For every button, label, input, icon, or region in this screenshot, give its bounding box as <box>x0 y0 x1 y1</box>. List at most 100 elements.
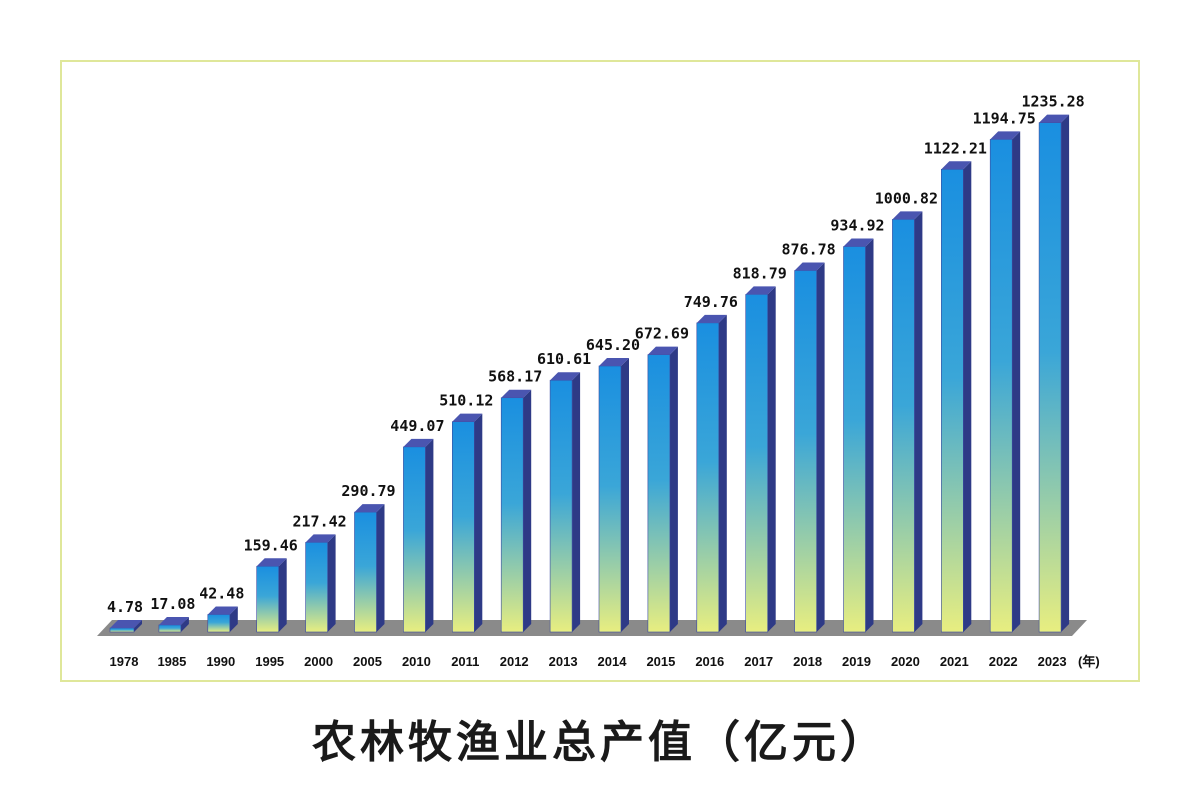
bar-side-2014 <box>621 357 629 632</box>
bar-side-2021 <box>963 161 972 632</box>
x-tick-label-2021: 2021 <box>940 654 969 669</box>
x-tick-label-1995: 1995 <box>255 654 284 669</box>
bar-2000 <box>305 542 328 633</box>
bar-side-2000 <box>327 534 336 632</box>
bar-value-label-2019: 934.92 <box>830 217 884 235</box>
bar-value-label-2021: 1122.21 <box>924 139 987 157</box>
bar-value-label-2010: 449.07 <box>390 417 444 435</box>
bar-2021 <box>940 169 964 633</box>
x-tick-label-2014: 2014 <box>598 654 628 669</box>
bar-side-2015 <box>669 346 678 632</box>
bar-side-2016 <box>718 314 727 632</box>
bar-cap-2021 <box>941 161 972 170</box>
bar-value-label-1990: 42.48 <box>199 584 244 602</box>
bar-side-2005 <box>376 504 385 632</box>
x-tick-label-1990: 1990 <box>206 654 235 669</box>
x-tick-label-2012: 2012 <box>500 654 529 669</box>
bar-cap-2013 <box>550 372 581 381</box>
bar-2014 <box>598 365 622 633</box>
bar-cap-2017 <box>745 286 776 295</box>
x-tick-label-2016: 2016 <box>695 654 724 669</box>
x-tick-label-2005: 2005 <box>353 654 382 669</box>
bar-value-label-2005: 290.79 <box>341 482 395 500</box>
x-tick-label-2011: 2011 <box>451 654 479 669</box>
bar-side-1990 <box>229 606 238 632</box>
bar-2020 <box>892 219 915 633</box>
bar-2018 <box>794 270 817 633</box>
bar-value-label-2014: 645.20 <box>586 336 640 354</box>
bar-value-label-1995: 159.46 <box>244 536 298 554</box>
bar-value-label-1978: 4.78 <box>107 598 143 616</box>
bar-2012 <box>500 397 524 633</box>
x-tick-label-1978: 1978 <box>110 654 139 669</box>
bar-cap-1985 <box>158 616 189 625</box>
bar-2023 <box>1038 122 1062 633</box>
bar-value-label-2018: 876.78 <box>782 240 836 258</box>
bar-value-label-2011: 510.12 <box>439 392 493 410</box>
bar-2013 <box>549 379 573 633</box>
bar-value-label-2000: 217.42 <box>293 512 347 530</box>
x-tick-label-2022: 2022 <box>989 654 1018 669</box>
bar-cap-2015 <box>647 346 678 355</box>
bar-cap-2020 <box>892 211 923 220</box>
bar-side-1985 <box>180 616 189 632</box>
bar-side-2023 <box>1061 114 1070 632</box>
bar-cap-2019 <box>843 238 874 247</box>
bar-2005 <box>354 511 377 633</box>
bar-cap-2016 <box>696 314 727 323</box>
bar-cap-1978 <box>110 620 142 628</box>
x-tick-label-2015: 2015 <box>646 654 675 669</box>
bar-2016 <box>696 322 720 633</box>
bar-2022 <box>989 139 1013 633</box>
x-tick-label-2013: 2013 <box>549 654 578 669</box>
bar-side-1995 <box>278 558 287 632</box>
bar-cap-1990 <box>207 606 238 615</box>
x-tick-label-2019: 2019 <box>842 654 871 669</box>
bar-value-label-2012: 568.17 <box>488 368 542 386</box>
bar-cap-2011 <box>452 413 483 422</box>
bar-side-2018 <box>816 262 825 632</box>
bar-2017 <box>745 294 769 633</box>
bar-value-label-2013: 610.61 <box>537 350 591 368</box>
bar-cap-2010 <box>403 438 434 447</box>
bar-cap-2005 <box>354 504 385 513</box>
bar-cap-1995 <box>256 558 287 567</box>
bar-1985 <box>158 624 182 633</box>
bar-side-2019 <box>865 238 874 632</box>
chart-title: 农林牧渔业总产值（亿元） <box>312 717 888 768</box>
bar-value-label-2015: 672.69 <box>635 325 689 343</box>
bar-cap-2023 <box>1039 114 1070 123</box>
bar-value-label-2022: 1194.75 <box>973 109 1036 127</box>
x-tick-label-2017: 2017 <box>744 654 773 669</box>
bar-side-1978 <box>134 620 142 632</box>
bar-2019 <box>843 246 866 633</box>
x-tick-label-1985: 1985 <box>157 654 186 669</box>
bar-1990 <box>207 614 231 633</box>
x-tick-label-2010: 2010 <box>402 654 431 669</box>
bar-value-label-2016: 749.76 <box>684 293 738 311</box>
bar-value-label-2023: 1235.28 <box>1021 93 1084 111</box>
bar-cap-2000 <box>305 534 336 543</box>
x-tick-label-2000: 2000 <box>304 654 333 669</box>
bar-2010 <box>403 446 426 633</box>
bar-cap-2014 <box>599 357 629 366</box>
x-tick-label-2018: 2018 <box>793 654 822 669</box>
bar-side-2022 <box>1012 131 1021 632</box>
bar-cap-2022 <box>990 131 1021 140</box>
chart-frame: 4.78 17.08 42.48 159.46 217.42 290.79 449.07 51… <box>60 60 1140 682</box>
bar-side-2020 <box>914 211 923 632</box>
x-axis-unit-label: (年) <box>1078 654 1100 669</box>
bar-side-2010 <box>425 438 434 632</box>
bar-value-label-1985: 17.08 <box>150 595 195 613</box>
bar-2015 <box>647 354 671 633</box>
x-tick-label-2023: 2023 <box>1038 654 1067 669</box>
bar-value-label-2017: 818.79 <box>733 264 787 282</box>
bar-side-2012 <box>523 389 532 632</box>
x-tick-label-2020: 2020 <box>891 654 920 669</box>
bar-cap-2012 <box>501 389 532 398</box>
bar-1995 <box>256 565 279 633</box>
bar-cap-2018 <box>794 262 825 271</box>
bar-value-label-2020: 1000.82 <box>875 189 938 207</box>
bar-side-2011 <box>474 413 483 632</box>
